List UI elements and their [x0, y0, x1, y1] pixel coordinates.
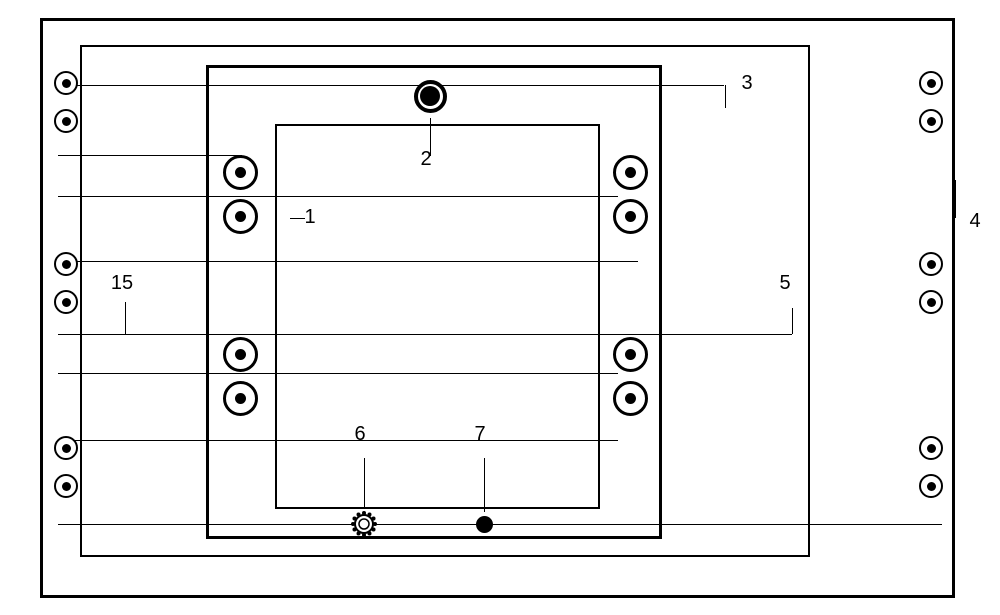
outer-left-node-2 — [54, 252, 78, 276]
inner-right-node-1 — [613, 199, 648, 234]
leader-line — [58, 524, 942, 525]
outer-right-node-3 — [919, 290, 943, 314]
label-5: 5 — [770, 272, 800, 295]
inner-right-node-3 — [613, 381, 648, 416]
inner-right-node-2 — [613, 337, 648, 372]
outer-left-node-4 — [54, 436, 78, 460]
diagram-canvas: 1 2 3 4 5 6 7 15 — [0, 0, 1000, 615]
leader-line — [484, 458, 485, 512]
outer-right-node-2 — [919, 252, 943, 276]
leader-line — [58, 373, 618, 374]
label-4: 4 — [960, 210, 990, 233]
inner-left-node-1 — [223, 199, 258, 234]
inner-left-node-0 — [223, 155, 258, 190]
leader-line — [58, 440, 618, 441]
label-3: 3 — [732, 72, 762, 95]
leader-line — [725, 85, 726, 108]
outer-left-node-0 — [54, 71, 78, 95]
leader-line — [792, 308, 793, 334]
label-2: 2 — [411, 148, 441, 171]
leader-line — [58, 196, 618, 197]
top-node-2 — [414, 80, 447, 113]
leader-line — [125, 302, 126, 334]
outer-right-node-1 — [919, 109, 943, 133]
outer-right-node-0 — [919, 71, 943, 95]
leader-line — [364, 458, 365, 508]
rect-1-inner — [275, 124, 600, 509]
outer-left-node-5 — [54, 474, 78, 498]
leader-line — [58, 155, 242, 156]
label-6: 6 — [345, 423, 375, 446]
label-7: 7 — [465, 423, 495, 446]
gear-node-6 — [350, 510, 378, 538]
leader-line — [58, 261, 638, 262]
outer-right-node-5 — [919, 474, 943, 498]
outer-right-node-4 — [919, 436, 943, 460]
inner-left-node-2 — [223, 337, 258, 372]
inner-left-node-3 — [223, 381, 258, 416]
leader-line — [955, 180, 956, 218]
inner-right-node-0 — [613, 155, 648, 190]
outer-left-node-1 — [54, 109, 78, 133]
leader-line — [58, 85, 724, 86]
label-1: 1 — [295, 206, 325, 229]
outer-left-node-3 — [54, 290, 78, 314]
label-15: 15 — [107, 272, 137, 295]
solid-node-7 — [476, 516, 493, 533]
leader-line — [58, 334, 792, 335]
